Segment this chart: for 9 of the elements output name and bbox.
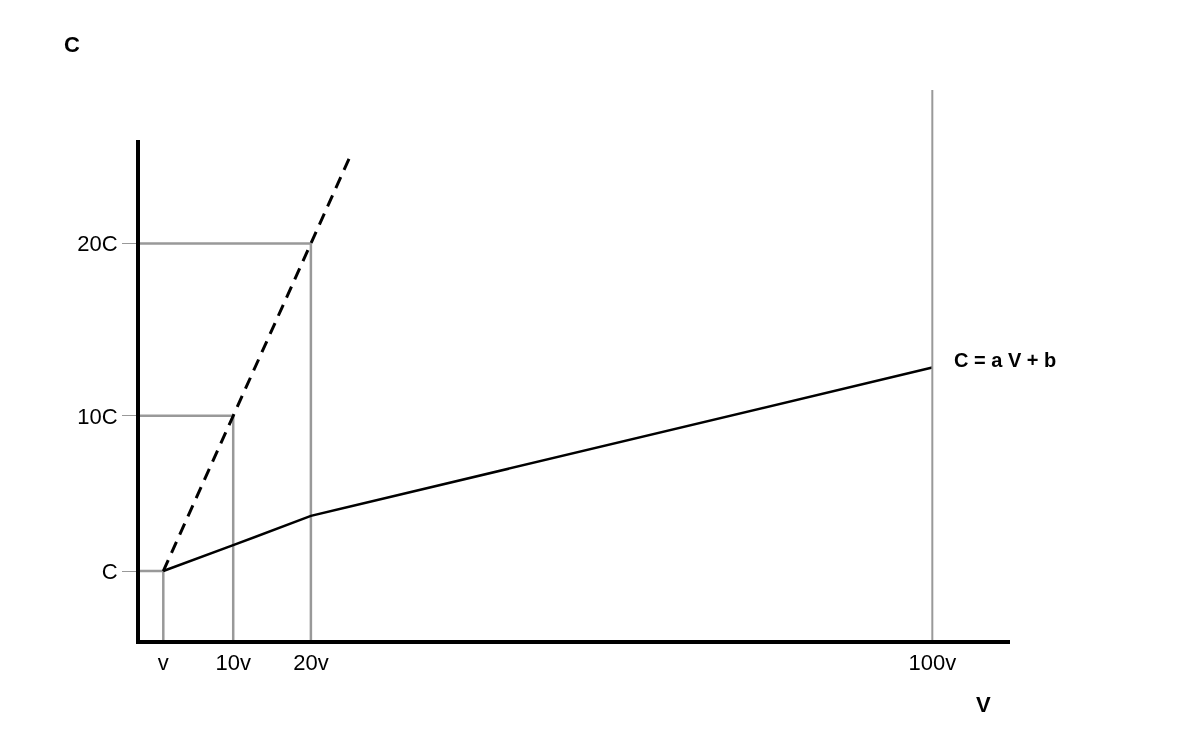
x-tick-label: 20v [293,650,329,676]
annotation: C = a V + b [954,349,1057,371]
y-tick-label: C [101,558,118,584]
x-axis-title: V [976,692,991,717]
y-tick-label: 10C [77,403,118,429]
y-tick-label: 20C [77,231,118,257]
x-tick-label: 100v [908,650,957,676]
x-tick-label: 10v [215,650,251,676]
x-tick-label: v [157,650,169,676]
